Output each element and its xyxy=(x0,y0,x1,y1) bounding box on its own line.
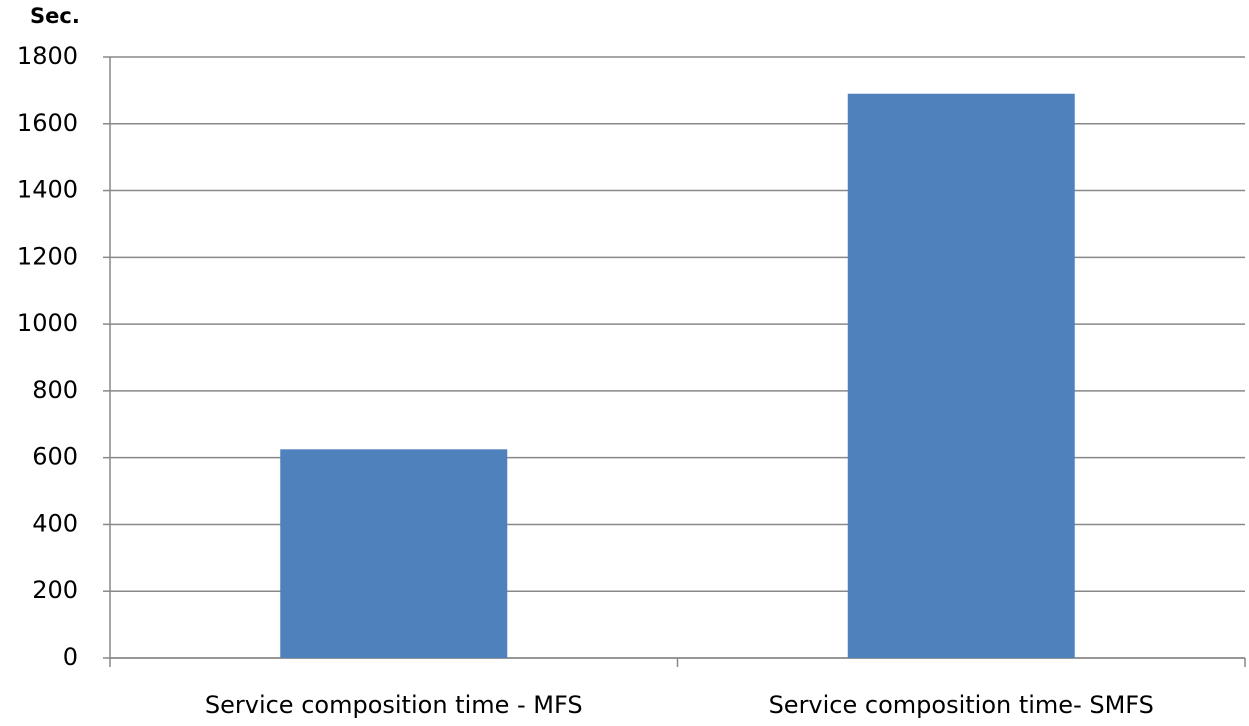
y-tick-label: 1400 xyxy=(17,176,78,204)
x-tick-label: Service composition time - MFS xyxy=(205,691,583,719)
bar xyxy=(280,449,508,658)
y-tick-label: 200 xyxy=(32,576,78,604)
y-tick-label: 1800 xyxy=(17,42,78,70)
y-tick-label: 1600 xyxy=(17,109,78,137)
y-tick-label: 0 xyxy=(63,643,78,671)
y-tick-label: 400 xyxy=(32,509,78,537)
y-tick-label: 1000 xyxy=(17,309,78,337)
y-axis-label: Sec. xyxy=(30,4,80,28)
y-tick-label: 1200 xyxy=(17,242,78,270)
y-tick-label: 600 xyxy=(32,443,78,471)
x-tick-label: Service composition time- SMFS xyxy=(769,691,1154,719)
y-tick-label: 800 xyxy=(32,376,78,404)
bar xyxy=(847,93,1075,658)
